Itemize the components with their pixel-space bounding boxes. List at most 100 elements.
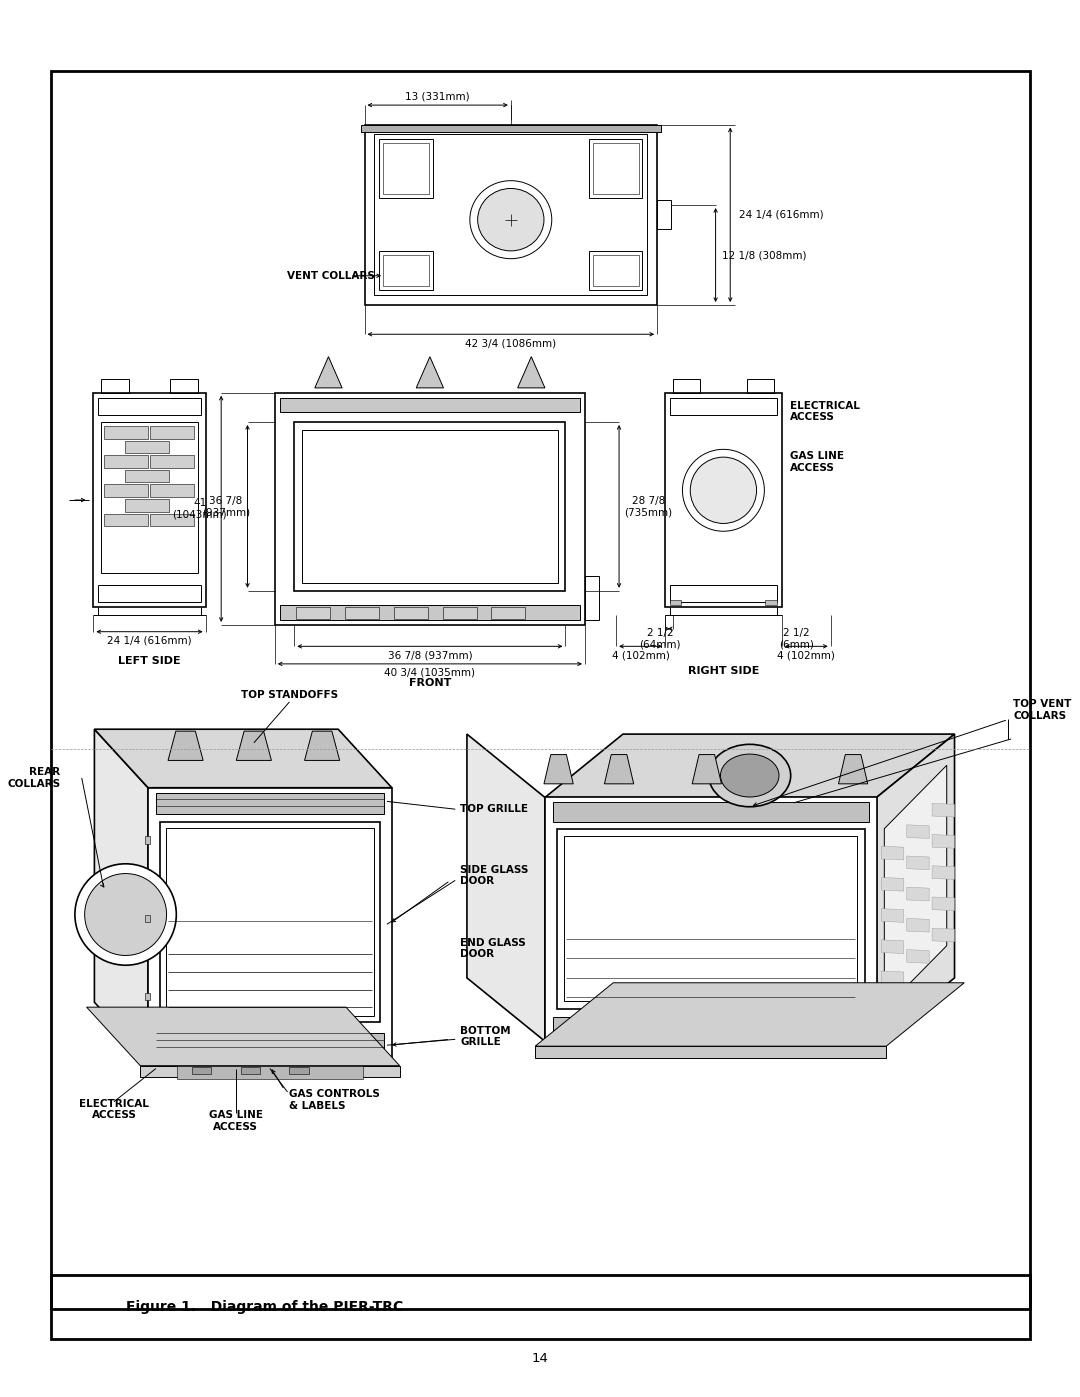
Bar: [556, 828, 865, 1009]
Bar: [102, 422, 198, 573]
Polygon shape: [94, 729, 148, 1060]
Bar: [171, 379, 198, 393]
Bar: [145, 992, 150, 1000]
Polygon shape: [168, 731, 203, 760]
Bar: [665, 393, 782, 608]
Bar: [673, 379, 700, 393]
Text: VENT COLLARS: VENT COLLARS: [286, 271, 375, 281]
Polygon shape: [932, 928, 955, 942]
Text: TOP VENT
COLLARS: TOP VENT COLLARS: [1013, 698, 1071, 721]
Bar: [589, 251, 643, 291]
Polygon shape: [932, 897, 955, 911]
Bar: [585, 576, 598, 620]
Polygon shape: [544, 754, 573, 784]
Bar: [150, 514, 194, 527]
Bar: [553, 1017, 868, 1037]
Text: TOP GRILLE: TOP GRILLE: [460, 805, 528, 814]
Bar: [177, 1066, 363, 1080]
Bar: [148, 788, 392, 1060]
Text: 41
(1043mm): 41 (1043mm): [173, 497, 227, 520]
Bar: [94, 393, 205, 608]
Polygon shape: [605, 754, 634, 784]
Text: 24 1/4 (616mm): 24 1/4 (616mm): [739, 210, 823, 219]
Ellipse shape: [75, 863, 176, 965]
Bar: [302, 430, 557, 583]
Polygon shape: [692, 754, 721, 784]
Text: BOTTOM
GRILLE: BOTTOM GRILLE: [460, 1025, 511, 1048]
Bar: [394, 608, 428, 619]
Bar: [124, 499, 170, 511]
Bar: [670, 585, 777, 602]
Bar: [140, 1066, 400, 1077]
Text: Figure 1.   Diagram of the PIER-TRC: Figure 1. Diagram of the PIER-TRC: [125, 1299, 403, 1313]
Text: GAS CONTROLS
& LABELS: GAS CONTROLS & LABELS: [289, 1090, 380, 1111]
Bar: [345, 608, 379, 619]
Bar: [102, 379, 129, 393]
Text: 12 1/8 (308mm): 12 1/8 (308mm): [723, 250, 807, 260]
Text: 4 (102mm): 4 (102mm): [778, 650, 835, 661]
Bar: [361, 124, 661, 133]
Text: 13 (331mm): 13 (331mm): [405, 91, 470, 102]
Polygon shape: [907, 950, 929, 964]
Bar: [280, 605, 580, 620]
Bar: [379, 140, 433, 198]
Polygon shape: [881, 940, 904, 954]
Bar: [124, 469, 170, 482]
Polygon shape: [517, 356, 545, 388]
Bar: [98, 585, 201, 602]
Ellipse shape: [720, 754, 779, 798]
Polygon shape: [545, 733, 955, 798]
Text: 36 7/8 (937mm): 36 7/8 (937mm): [388, 650, 472, 661]
Polygon shape: [932, 866, 955, 879]
Ellipse shape: [708, 745, 791, 806]
Text: 42 3/4 (1086mm): 42 3/4 (1086mm): [465, 338, 556, 348]
Bar: [280, 398, 580, 412]
Bar: [150, 455, 194, 468]
Ellipse shape: [477, 189, 544, 251]
Polygon shape: [932, 834, 955, 848]
Polygon shape: [932, 803, 955, 817]
Text: 36 7/8
(937mm): 36 7/8 (937mm): [202, 496, 251, 517]
Bar: [156, 792, 384, 814]
Polygon shape: [86, 1007, 400, 1066]
Ellipse shape: [470, 180, 552, 258]
Bar: [150, 426, 194, 439]
Text: 2 1/2
(6mm): 2 1/2 (6mm): [779, 627, 814, 650]
Bar: [365, 124, 657, 305]
Bar: [383, 256, 429, 286]
Bar: [766, 599, 777, 605]
Text: 28 7/8
(735mm): 28 7/8 (735mm): [624, 496, 673, 517]
Bar: [160, 821, 380, 1021]
Text: RIGHT SIDE: RIGHT SIDE: [688, 666, 759, 676]
Bar: [589, 140, 643, 198]
Bar: [145, 837, 150, 844]
Text: 40 3/4 (1035mm): 40 3/4 (1035mm): [384, 668, 475, 678]
Polygon shape: [885, 766, 947, 1009]
Bar: [746, 379, 774, 393]
Text: 14: 14: [531, 1352, 549, 1365]
Bar: [51, 1275, 1029, 1338]
Text: LEFT SIDE: LEFT SIDE: [118, 657, 180, 666]
Bar: [104, 514, 148, 527]
Text: ELECTRICAL
ACCESS: ELECTRICAL ACCESS: [789, 401, 860, 422]
Polygon shape: [467, 733, 545, 1041]
Bar: [150, 485, 194, 497]
Bar: [274, 393, 585, 624]
Polygon shape: [881, 847, 904, 861]
Bar: [151, 1053, 163, 1060]
Bar: [491, 608, 526, 619]
Bar: [670, 599, 681, 605]
Text: FRONT: FRONT: [408, 679, 451, 689]
Text: REAR
COLLARS: REAR COLLARS: [8, 767, 60, 789]
Bar: [593, 256, 638, 286]
Bar: [296, 608, 330, 619]
Bar: [104, 485, 148, 497]
Bar: [383, 142, 429, 194]
Text: GAS LINE
ACCESS: GAS LINE ACCESS: [208, 1111, 262, 1132]
Bar: [657, 200, 671, 229]
Polygon shape: [881, 971, 904, 985]
Polygon shape: [237, 731, 271, 760]
Polygon shape: [877, 733, 955, 1041]
Polygon shape: [536, 982, 964, 1046]
Bar: [295, 422, 566, 591]
